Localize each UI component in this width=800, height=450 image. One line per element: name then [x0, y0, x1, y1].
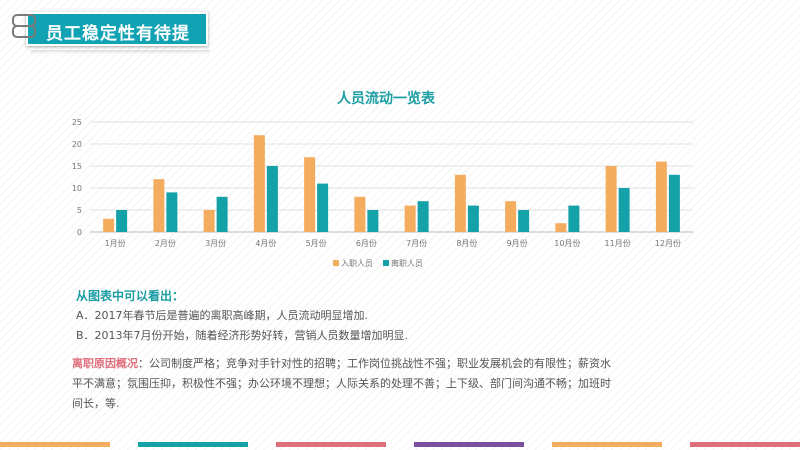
y-tick-label: 20: [72, 140, 82, 149]
bar-chart: 人员流动一览表 0 5 10 15 20 25 1月份 2月份 3月份 4月份 5月份 6月份 7月份 8月…: [72, 90, 693, 268]
bar-left: [216, 196, 228, 232]
x-tick-label: 4月份: [255, 238, 276, 248]
bar-hired: [605, 166, 617, 232]
bar-hired: [304, 157, 316, 232]
conclusion-line-a: A．2017年春节后是普遍的离职高峰期，人员流动明显增加.: [76, 309, 369, 322]
x-tick-label: 9月份: [507, 238, 528, 248]
bottom-stripe: [138, 442, 248, 447]
bottom-stripe: [690, 442, 800, 447]
bar-left: [367, 210, 379, 232]
bar-left: [317, 183, 329, 232]
x-tick-label: 7月份: [406, 238, 427, 248]
x-tick-label: 2月份: [155, 238, 176, 248]
bar-left: [568, 205, 580, 232]
bar-hired: [404, 205, 416, 232]
bar-left: [467, 205, 479, 232]
bar-hired: [103, 218, 115, 232]
bar-hired: [555, 223, 567, 232]
bar-hired: [253, 135, 265, 232]
bar-left: [266, 166, 278, 232]
bottom-stripe: [414, 442, 524, 447]
bar-left: [116, 210, 128, 232]
bar-hired: [354, 196, 366, 232]
bar-hired: [203, 210, 215, 232]
chart-title: 人员流动一览表: [337, 90, 436, 107]
reason-title: 离职原因概况: [72, 357, 138, 370]
bottom-stripe: [0, 442, 110, 447]
bar-hired: [505, 201, 517, 232]
x-tick-label: 5月份: [306, 238, 327, 248]
bar-hired: [153, 179, 165, 232]
bar-hired: [655, 161, 667, 232]
x-tick-label: 3月份: [205, 238, 226, 248]
legend-swatch: [333, 260, 339, 266]
reason-text: ：公司制度严格；竞争对手针对性的招聘；工作岗位挑战性不强；职业发展机会的有限性；…: [72, 357, 611, 410]
conclusion-line-b: B．2013年7月份开始，随着经济形势好转，营销人员数量增加明显.: [76, 329, 409, 342]
bar-left: [618, 188, 630, 232]
conclusion-title: 从图表中可以看出：: [76, 289, 185, 303]
page-title: 员工稳定性有待提高: [46, 24, 190, 69]
bar-left: [518, 210, 530, 232]
title-banner: 员工稳定性有待提高: [26, 12, 208, 69]
legend-label: 离职人员: [391, 258, 423, 268]
bar-left: [668, 174, 680, 232]
y-tick-label: 0: [77, 228, 82, 237]
x-tick-label: 10月份: [554, 238, 580, 248]
bar-hired: [454, 174, 466, 232]
x-tick-label: 11月份: [605, 238, 631, 248]
y-tick-label: 15: [72, 162, 82, 171]
x-tick-label: 12月份: [655, 238, 681, 248]
bottom-stripe: [552, 442, 662, 447]
x-tick-label: 6月份: [356, 238, 377, 248]
x-tick-label: 1月份: [105, 238, 126, 248]
y-tick-label: 25: [72, 118, 82, 127]
x-tick-label: 8月份: [456, 238, 477, 248]
bar-left: [166, 192, 178, 232]
bottom-stripe: [276, 442, 386, 447]
y-tick-label: 10: [72, 184, 82, 193]
y-tick-label: 5: [77, 206, 82, 215]
title-shadow: [30, 50, 210, 54]
bar-left: [417, 201, 429, 232]
reason-paragraph: 离职原因概况：公司制度严格；竞争对手针对性的招聘；工作岗位挑战性不强；职业发展机…: [72, 354, 612, 414]
legend-label: 入职人员: [341, 259, 373, 268]
binder-ring-icon: [12, 25, 36, 38]
legend-swatch: [383, 260, 389, 266]
